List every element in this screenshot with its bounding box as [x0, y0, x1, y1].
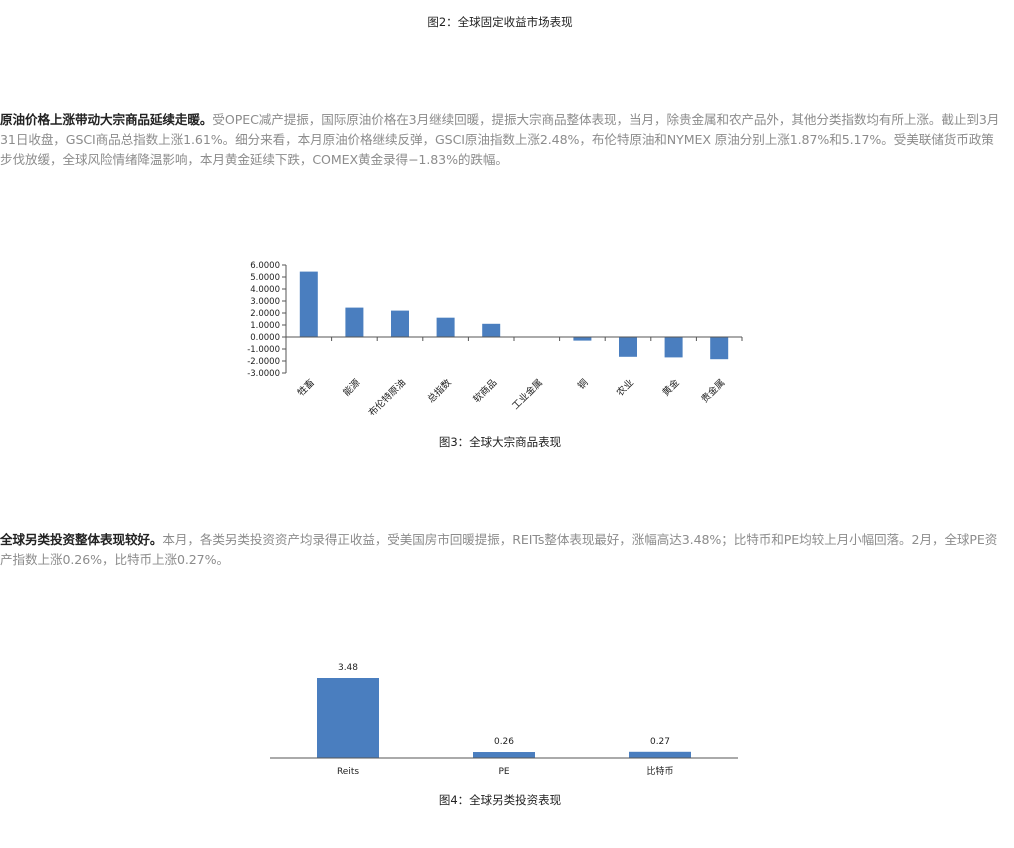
x-tick-label: 能源	[341, 376, 363, 398]
bar	[573, 337, 592, 341]
x-tick-label: 总指数	[425, 376, 454, 405]
bar	[436, 317, 455, 337]
y-tick-label: 1.0000	[250, 321, 280, 331]
commodity-paragraph: 原油价格上涨带动大宗商品延续走暖。受OPEC减产提振，国际原油价格在3月继续回暖…	[0, 110, 1004, 170]
y-tick-label: 3.0000	[250, 297, 280, 307]
x-tick-label: 贵金属	[699, 377, 728, 406]
x-tick-label: 农业	[614, 377, 636, 399]
commodity-bar-chart: 6.0000 5.0000 4.0000 3.0000 2.0000 1.0000 0.00…	[247, 261, 743, 419]
y-tick-label: 0.0000	[250, 333, 280, 343]
bar	[664, 337, 683, 358]
y-tick-label: -1.0000	[247, 345, 280, 355]
commodity-paragraph-body: 受OPEC减产提振，国际原油价格在3月继续回暖，提振大宗商品整体表现，当月，除贵…	[0, 112, 1000, 167]
y-tick-label: 2.0000	[250, 309, 280, 319]
x-tick-label: 比特币	[646, 765, 673, 777]
y-tick-label: 6.0000	[250, 261, 280, 271]
bar	[317, 678, 379, 758]
x-tick-label: 牲畜	[295, 377, 317, 399]
y-tick-label: 4.0000	[250, 285, 280, 295]
bar	[345, 307, 364, 337]
commodity-paragraph-lead: 原油价格上涨带动大宗商品延续走暖。	[0, 112, 213, 127]
alternative-paragraph-lead: 全球另类投资整体表现较好。	[0, 532, 163, 547]
bar	[619, 337, 637, 357]
x-tick-label: Reits	[337, 767, 359, 777]
y-tick-label: -3.0000	[247, 369, 280, 379]
y-tick-label: -2.0000	[247, 357, 280, 367]
figure2-caption: 图2：全球固定收益市场表现	[427, 15, 573, 29]
x-tick-label: 软商品	[471, 377, 500, 406]
bar	[299, 271, 318, 337]
alternative-paragraph: 全球另类投资整体表现较好。本月，各类另类投资资产均录得正收益，受美国房市回暖提振…	[0, 530, 1004, 570]
bar	[629, 751, 691, 758]
x-tick-label: 黄金	[660, 376, 682, 398]
y-tick-label: 5.0000	[250, 273, 280, 283]
data-label: 3.48	[338, 663, 358, 673]
bar	[710, 337, 729, 360]
x-tick-label: PE	[498, 767, 509, 777]
data-label: 0.27	[650, 737, 670, 747]
bar	[482, 323, 501, 337]
figure3-caption: 图3：全球大宗商品表现	[438, 435, 562, 449]
x-tick-label: 布伦特原油	[366, 377, 408, 419]
data-label: 0.26	[494, 737, 514, 747]
bar	[473, 752, 535, 758]
x-tick-label: 铜	[575, 377, 590, 392]
alternative-paragraph-body: 本月，各类另类投资资产均录得正收益，受美国房市回暖提振，REITs整体表现最好，…	[0, 532, 998, 567]
figure4-caption: 图4：全球另类投资表现	[438, 793, 562, 807]
alternative-bar-chart: 3.48 Reits 0.26 PE 0.27 比特币	[270, 663, 738, 777]
x-tick-label: 工业金属	[510, 377, 545, 412]
bar	[391, 310, 409, 337]
